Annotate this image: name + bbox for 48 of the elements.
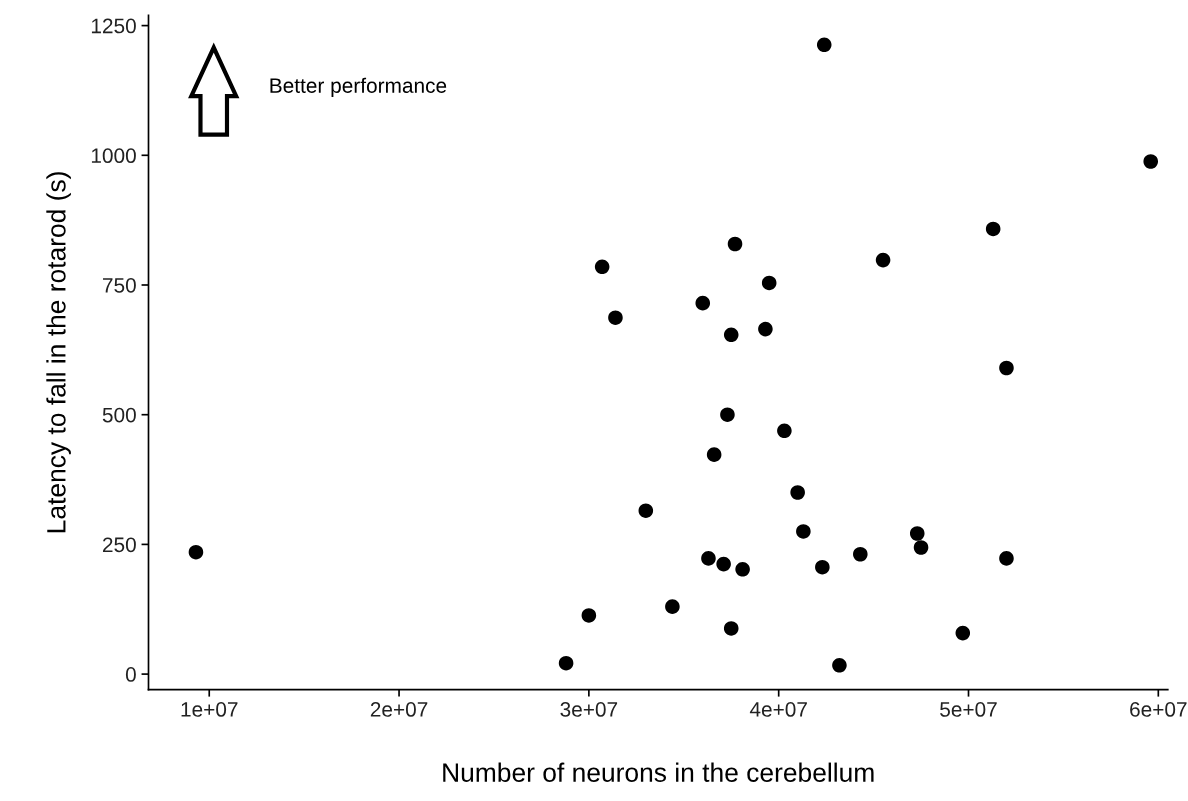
point [909,526,925,541]
point [913,540,929,555]
x-tick-label: 2e+07 [370,702,428,717]
point [665,599,680,614]
point [832,657,847,673]
y-tick-label: 250 [102,537,136,553]
point [777,423,792,439]
point [985,221,1001,237]
y-tick-label: 0 [125,667,136,682]
point [723,327,739,343]
point [558,655,574,671]
y-axis-title: Latency to fall in the rotarod (s) [46,172,71,533]
x-axis-title: Number of neurons in the cerebellum [443,762,874,782]
point [955,625,971,641]
point [716,556,731,572]
point [790,485,805,500]
point [796,524,811,539]
point [875,252,891,268]
point [758,321,773,337]
point [188,544,204,560]
y-tick-label: 1250 [91,18,136,34]
point [1143,154,1158,169]
x-tick-label: 3e+07 [560,702,618,717]
point [816,37,832,53]
point [815,559,830,575]
point [608,310,623,325]
point [638,503,654,518]
y-tick-label: 1000 [91,148,136,164]
point [594,259,610,275]
y-tick-label: 750 [103,278,136,293]
point [706,447,722,462]
point [720,407,735,422]
point [701,551,716,566]
point [999,360,1014,376]
x-tick-label: 4e+07 [749,702,807,717]
x-tick-label: 5e+07 [940,702,997,717]
point [695,295,711,311]
point [723,621,739,636]
point [581,608,597,623]
x-tick-label: 6e+07 [1130,702,1187,717]
x-tick-label: 1e+07 [181,702,238,717]
annotation: Better performance [270,77,447,98]
y-tick-label: 500 [102,407,136,423]
point [735,562,750,577]
point [761,275,777,291]
point [727,236,743,252]
point [999,551,1014,566]
point [853,546,868,562]
